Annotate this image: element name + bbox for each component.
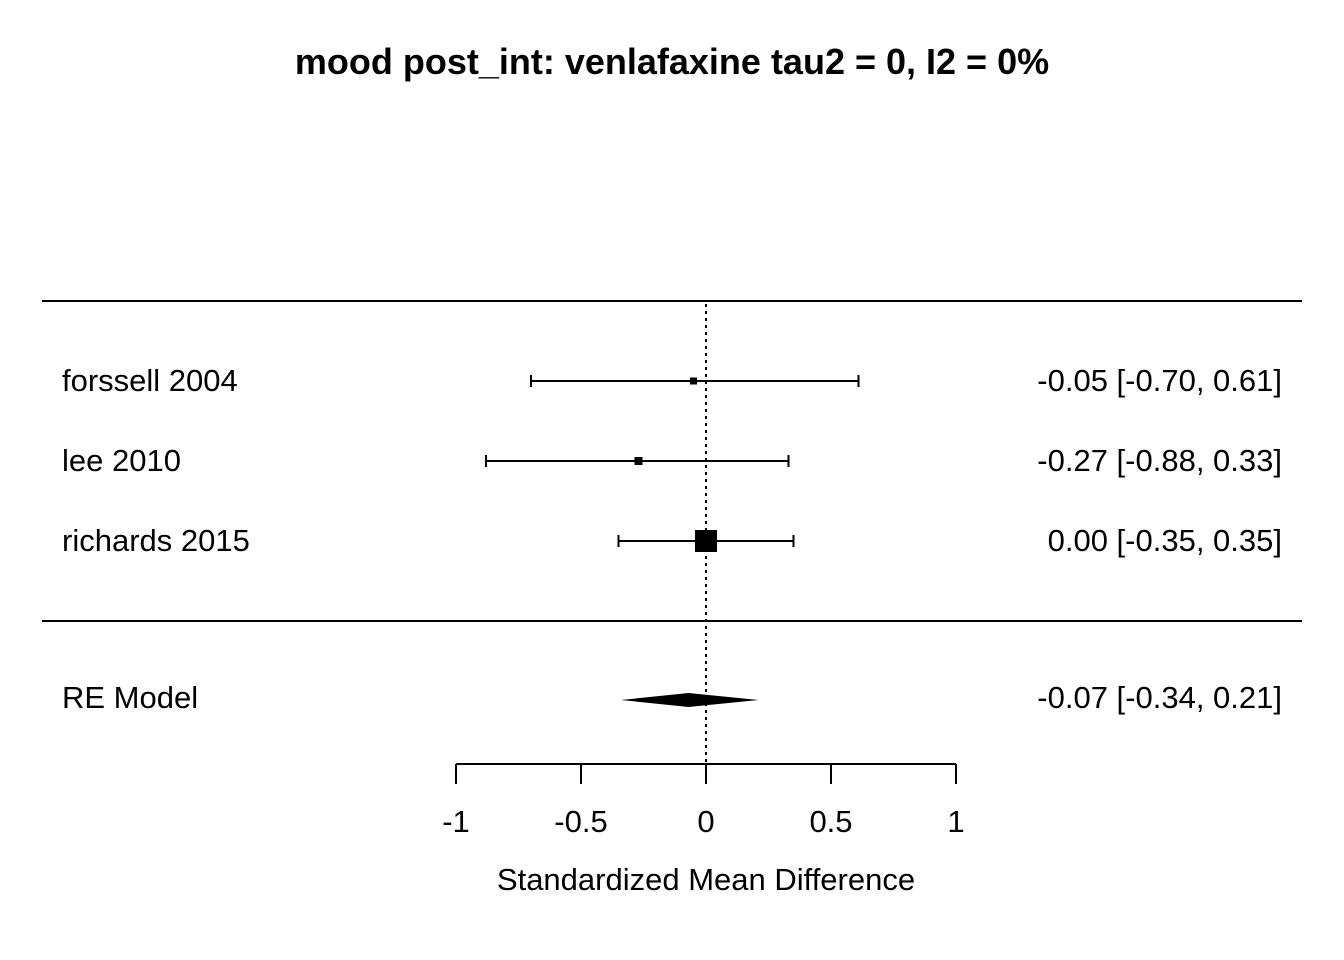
study-name: lee 2010	[62, 443, 181, 478]
study-row: richards 2015 0.00 [-0.35, 0.35]	[62, 523, 1282, 558]
study-row: lee 2010 -0.27 [-0.88, 0.33]	[62, 443, 1282, 478]
study-name: forssell 2004	[62, 363, 238, 398]
summary-name: RE Model	[62, 680, 198, 715]
summary-row: RE Model -0.07 [-0.34, 0.21]	[62, 680, 1282, 715]
study-row: forssell 2004 -0.05 [-0.70, 0.61]	[62, 363, 1282, 398]
point-estimate-square	[690, 377, 697, 385]
x-tick-label: 0.5	[809, 804, 852, 839]
summary-estimate-label: -0.07 [-0.34, 0.21]	[1037, 680, 1282, 715]
x-tick-label: -0.5	[554, 804, 607, 839]
x-tick-label: 1	[947, 804, 964, 839]
summary-diamond	[621, 693, 759, 707]
x-tick-label: -1	[442, 804, 470, 839]
point-estimate-square	[634, 457, 643, 465]
chart-title: mood post_int: venlafaxine tau2 = 0, I2 …	[295, 41, 1049, 82]
study-estimate-label: -0.05 [-0.70, 0.61]	[1037, 363, 1282, 398]
study-estimate-label: 0.00 [-0.35, 0.35]	[1048, 523, 1282, 558]
x-axis-title: Standardized Mean Difference	[497, 862, 915, 897]
study-estimate-label: -0.27 [-0.88, 0.33]	[1037, 443, 1282, 478]
point-estimate-square	[695, 530, 717, 552]
x-tick-label: 0	[697, 804, 714, 839]
study-name: richards 2015	[62, 523, 250, 558]
